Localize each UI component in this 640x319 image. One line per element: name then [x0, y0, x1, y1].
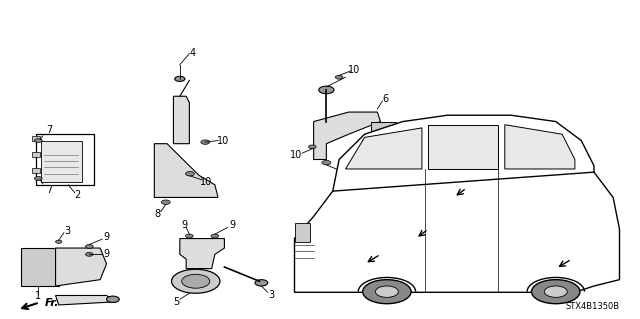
Text: 10: 10 [217, 136, 229, 145]
Text: 10: 10 [291, 150, 303, 160]
Circle shape [376, 286, 398, 297]
Text: STX4B1350B: STX4B1350B [565, 302, 620, 311]
Circle shape [56, 240, 62, 243]
Text: 1: 1 [35, 291, 42, 301]
Bar [20, 248, 59, 286]
Circle shape [35, 177, 42, 180]
Polygon shape [154, 144, 218, 197]
Polygon shape [505, 125, 575, 169]
Text: 4: 4 [189, 48, 196, 58]
Bar [36, 134, 94, 185]
Circle shape [186, 234, 193, 238]
Circle shape [172, 269, 220, 293]
Circle shape [363, 280, 411, 304]
Text: 9: 9 [104, 232, 109, 242]
Text: 8: 8 [339, 167, 346, 176]
Circle shape [106, 296, 119, 302]
Bar [294, 223, 310, 242]
Bar [32, 152, 40, 157]
Circle shape [335, 75, 343, 79]
Text: 10: 10 [200, 177, 212, 187]
Text: 7: 7 [46, 184, 52, 195]
Circle shape [86, 252, 93, 256]
Bar [41, 141, 83, 182]
Polygon shape [333, 115, 594, 191]
Text: 3: 3 [64, 226, 70, 236]
Text: 7: 7 [46, 125, 52, 135]
Polygon shape [346, 128, 422, 169]
Circle shape [378, 142, 390, 148]
Circle shape [532, 280, 580, 304]
Polygon shape [180, 239, 225, 269]
Circle shape [255, 280, 268, 286]
Text: Fr.: Fr. [45, 298, 60, 308]
Polygon shape [428, 125, 499, 169]
Text: 10: 10 [348, 65, 360, 75]
Text: 9: 9 [104, 249, 109, 259]
Circle shape [319, 86, 334, 94]
Circle shape [35, 139, 42, 142]
Text: 9: 9 [182, 220, 188, 230]
Polygon shape [173, 96, 189, 144]
Circle shape [201, 140, 210, 144]
Circle shape [86, 245, 93, 249]
Circle shape [161, 200, 170, 204]
Circle shape [322, 160, 331, 165]
Text: 8: 8 [154, 209, 161, 219]
Text: 9: 9 [229, 220, 235, 230]
Text: 2: 2 [75, 190, 81, 200]
Circle shape [175, 76, 185, 81]
Polygon shape [56, 295, 116, 305]
Circle shape [544, 286, 567, 297]
Text: 5: 5 [173, 297, 180, 307]
Circle shape [211, 234, 219, 238]
Polygon shape [56, 248, 106, 286]
Circle shape [186, 172, 195, 176]
Polygon shape [314, 112, 381, 160]
Bar [32, 136, 40, 141]
Bar [32, 168, 40, 173]
Text: 3: 3 [268, 290, 274, 300]
Circle shape [182, 274, 210, 288]
Bar [371, 122, 396, 153]
Polygon shape [294, 153, 620, 292]
Circle shape [308, 145, 316, 149]
Text: 6: 6 [383, 94, 388, 104]
